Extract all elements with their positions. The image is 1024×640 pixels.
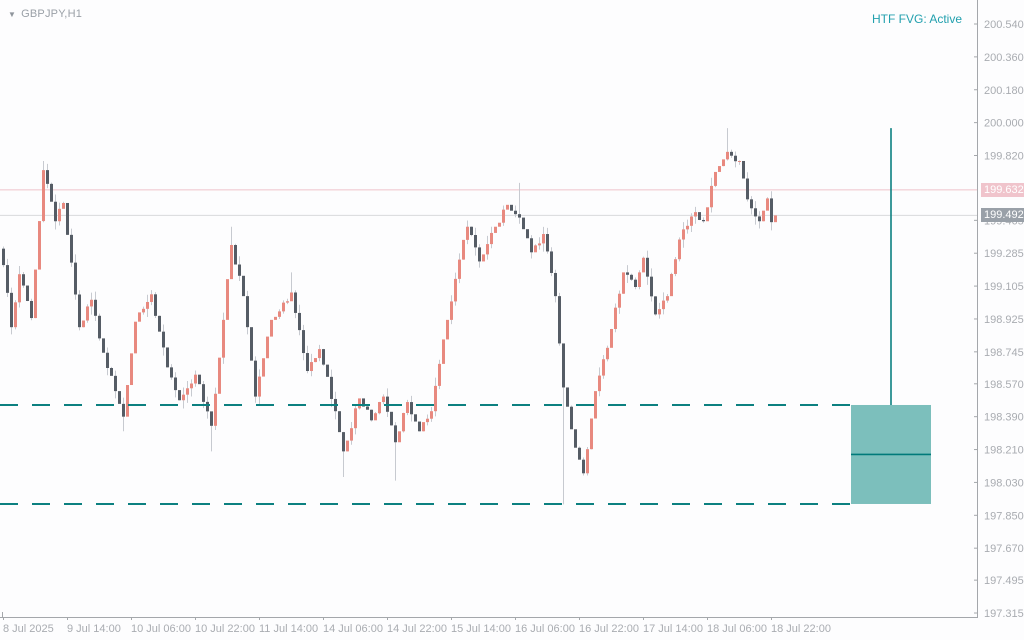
svg-text:198.210: 198.210 — [984, 445, 1024, 457]
svg-text:16 Jul 22:00: 16 Jul 22:00 — [579, 623, 639, 635]
svg-text:198.570: 198.570 — [984, 379, 1024, 391]
svg-text:14 Jul 22:00: 14 Jul 22:00 — [387, 623, 447, 635]
svg-text:10 Jul 06:00: 10 Jul 06:00 — [131, 623, 191, 635]
svg-text:198.745: 198.745 — [984, 347, 1024, 359]
svg-text:197.315: 197.315 — [984, 608, 1024, 620]
svg-text:199.285: 199.285 — [984, 248, 1024, 260]
svg-text:14 Jul 06:00: 14 Jul 06:00 — [323, 623, 383, 635]
svg-text:200.180: 200.180 — [984, 85, 1024, 97]
svg-text:11 Jul 14:00: 11 Jul 14:00 — [259, 623, 318, 635]
resistance-price-tag: 199.632 — [981, 182, 1024, 197]
svg-text:197.670: 197.670 — [984, 543, 1024, 555]
svg-text:18 Jul 06:00: 18 Jul 06:00 — [707, 623, 767, 635]
svg-text:200.000: 200.000 — [984, 118, 1024, 130]
svg-text:198.030: 198.030 — [984, 477, 1024, 489]
symbol-timeframe-label: GBPJPY,H1 — [21, 8, 83, 20]
symbol-dropdown[interactable]: ▼ GBPJPY,H1 — [8, 8, 82, 20]
dropdown-arrow-icon: ▼ — [8, 9, 17, 19]
svg-text:16 Jul 06:00: 16 Jul 06:00 — [515, 623, 575, 635]
svg-text:8 Jul 2025: 8 Jul 2025 — [3, 623, 54, 635]
svg-text:199.820: 199.820 — [984, 151, 1024, 163]
svg-text:10 Jul 22:00: 10 Jul 22:00 — [195, 623, 255, 635]
svg-text:198.925: 198.925 — [984, 314, 1024, 326]
current-price-tag: 199.492 — [981, 208, 1024, 223]
svg-text:197.850: 197.850 — [984, 510, 1024, 522]
svg-text:9 Jul 14:00: 9 Jul 14:00 — [67, 623, 121, 635]
svg-text:18 Jul 22:00: 18 Jul 22:00 — [771, 623, 831, 635]
svg-text:199.105: 199.105 — [984, 281, 1024, 293]
htf-fvg-status-label: HTF FVG: Active — [871, 12, 962, 26]
svg-text:200.540: 200.540 — [984, 19, 1024, 31]
svg-text:200.360: 200.360 — [984, 52, 1024, 64]
svg-text:198.390: 198.390 — [984, 412, 1024, 424]
svg-text:17 Jul 14:00: 17 Jul 14:00 — [643, 623, 703, 635]
svg-text:15 Jul 14:00: 15 Jul 14:00 — [451, 623, 511, 635]
svg-text:197.495: 197.495 — [984, 575, 1024, 587]
